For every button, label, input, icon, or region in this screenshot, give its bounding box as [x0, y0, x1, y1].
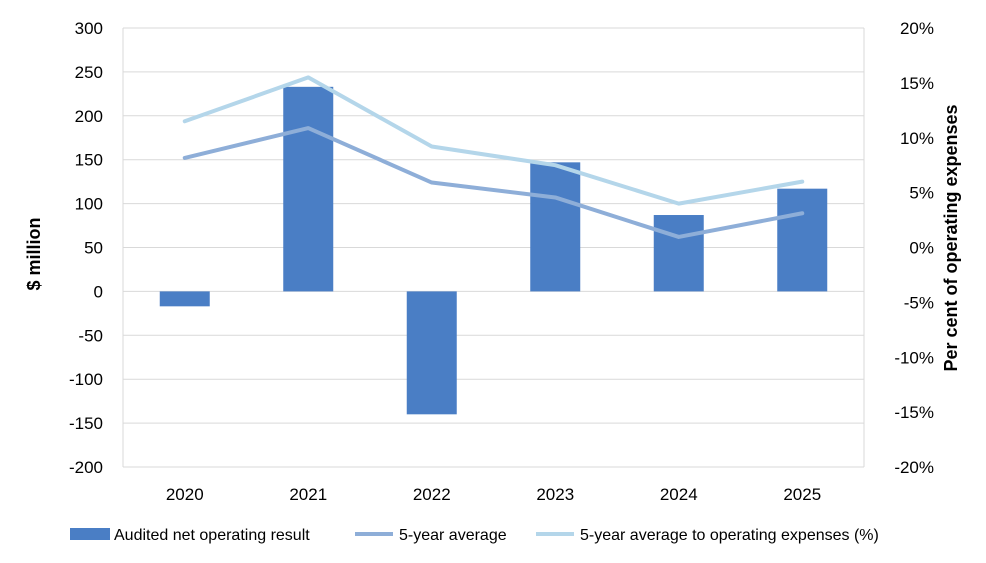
right-tick-label: -20%: [894, 458, 934, 477]
bar-2022: [406, 291, 457, 415]
left-tick-label: -200: [69, 458, 103, 477]
left-tick-label: 300: [75, 19, 103, 38]
legend-label: 5-year average to operating expenses (%): [580, 527, 879, 544]
right-axis-ticks: 20% 15% 10% 5% 0% -5% -10% -15% -20%: [894, 19, 934, 477]
y-axis-title: $ million: [24, 217, 44, 290]
left-tick-label: 200: [75, 107, 103, 126]
legend-label: Audited net operating result: [114, 527, 310, 544]
bar-2023: [530, 162, 581, 292]
x-tick-label: 2021: [289, 485, 327, 504]
left-tick-label: 50: [84, 239, 103, 258]
line-series: [182, 75, 805, 239]
right-tick-label: -15%: [894, 403, 934, 422]
right-tick-label: 15%: [900, 74, 934, 93]
bar-series: [159, 86, 828, 415]
x-tick-label: 2024: [660, 485, 698, 504]
bar-2020: [159, 291, 210, 307]
left-tick-label: -50: [78, 326, 103, 345]
gridlines: [123, 27, 864, 468]
right-tick-label: 5%: [909, 184, 934, 203]
bar-2021: [283, 86, 334, 292]
y2-axis-title: Per cent of operating expenses: [941, 104, 961, 371]
x-axis-ticks: 2020 2021 2022 2023 2024 2025: [166, 485, 821, 504]
legend-item-3: 5-year average to operating expenses (%): [536, 527, 879, 544]
line-series-2: [182, 75, 805, 206]
right-tick-label: 20%: [900, 19, 934, 38]
left-tick-label: -100: [69, 370, 103, 389]
x-tick-label: 2020: [166, 485, 204, 504]
x-tick-label: 2022: [413, 485, 451, 504]
x-tick-label: 2025: [783, 485, 821, 504]
right-tick-label: 0%: [909, 239, 934, 258]
left-tick-label: 250: [75, 63, 103, 82]
right-tick-label: 10%: [900, 129, 934, 148]
bar-2024: [653, 215, 704, 292]
x-tick-label: 2023: [536, 485, 574, 504]
legend: Audited net operating result 5-year avera…: [70, 527, 879, 544]
left-tick-label: 0: [94, 282, 103, 301]
axes: [122, 28, 865, 467]
legend-item-2: 5-year average: [355, 527, 507, 544]
left-tick-label: 150: [75, 151, 103, 170]
right-tick-label: -5%: [904, 293, 934, 312]
line-series-1: [182, 126, 805, 239]
left-tick-label: -150: [69, 414, 103, 433]
legend-item-1: Audited net operating result: [70, 527, 310, 544]
bar-2025: [777, 188, 828, 292]
right-tick-label: -10%: [894, 348, 934, 367]
left-axis-ticks: 300 250 200 150 100 50 0 -50 -100 -150 -200: [69, 19, 103, 477]
legend-label: 5-year average: [399, 527, 507, 544]
left-tick-label: 100: [75, 195, 103, 214]
legend-swatch: [70, 528, 110, 540]
